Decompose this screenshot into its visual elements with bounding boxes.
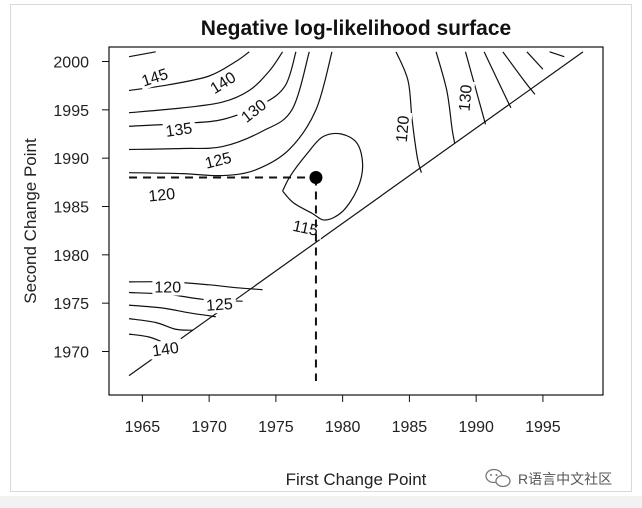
contour-label: 135 <box>165 120 194 141</box>
y-axis-label: Second Change Point <box>21 138 40 304</box>
contour-line-140 <box>502 51 536 95</box>
contour-line-115 <box>282 132 364 221</box>
y-tick-label: 1975 <box>53 296 89 313</box>
x-axis-label: First Change Point <box>286 470 427 489</box>
contour-line-135 <box>483 51 512 109</box>
plot-layer: 1965 1970 1975 1980 1985 1990 1995 1970 1975 1980… <box>53 51 584 436</box>
y-tick-label: 1995 <box>53 103 89 120</box>
wechat-bubble-icon <box>485 468 511 488</box>
contour-label-bg <box>152 278 185 296</box>
contour-label-group: 140 <box>149 338 184 361</box>
contour-label: 115 <box>291 218 320 240</box>
boundary-line <box>128 51 584 377</box>
contour-line-145 <box>128 51 156 58</box>
y-tick-label: 1970 <box>53 345 89 362</box>
optimum-point <box>309 171 323 184</box>
contour-line-130 <box>128 304 216 318</box>
contour-line-120 <box>129 51 333 177</box>
y-tick-label: 1980 <box>53 248 89 265</box>
contour-line-125 <box>435 51 456 144</box>
x-tick-label: 1965 <box>125 419 161 436</box>
contour-line-125 <box>129 51 310 151</box>
contour-label: 140 <box>151 340 180 361</box>
contour-label-bg <box>201 147 237 173</box>
contour-label: 120 <box>148 186 176 206</box>
contour-label-group: 120 <box>145 184 180 206</box>
contour-line-135 <box>128 51 284 114</box>
contour-label-bg <box>162 118 197 141</box>
contour-label-group: 125 <box>203 294 237 315</box>
contour-line-150 <box>549 51 565 58</box>
contour-label: 120 <box>394 115 413 143</box>
contour-label-bg <box>455 80 476 115</box>
y-tick-label: 1985 <box>53 200 89 217</box>
contour-line-120 <box>129 281 263 291</box>
contour-line-145 <box>526 51 544 70</box>
contour-label-group: 120 <box>392 111 413 145</box>
contour-label-group: 130 <box>236 93 273 127</box>
contour-label-bg <box>137 64 174 91</box>
chart-title: Negative log-likelihood surface <box>201 17 511 40</box>
watermark-text: R语言中文社区 <box>518 471 612 487</box>
y-tick-label: 2000 <box>53 55 89 72</box>
contour-label-bg <box>205 66 242 98</box>
x-tick-label: 1990 <box>458 419 494 436</box>
contour-label-group: 125 <box>201 147 237 173</box>
contour-label-group: 135 <box>162 118 197 141</box>
x-tick-label: 1970 <box>191 419 227 436</box>
contour-label-bg <box>149 338 184 360</box>
x-tick-label: 1975 <box>258 419 294 436</box>
contour-label: 145 <box>140 66 171 90</box>
contour-label-bg <box>392 111 413 145</box>
x-tick-label: 1995 <box>525 419 561 436</box>
contour-label-bg <box>203 294 237 315</box>
x-tick-label: 1980 <box>325 419 361 436</box>
contour-label-group: 115 <box>289 216 325 240</box>
contour-label: 120 <box>154 280 181 297</box>
contour-label-group: 145 <box>137 64 174 91</box>
plot-area-box <box>108 46 604 396</box>
contour-label-group: 140 <box>205 66 242 98</box>
contour-line-120 <box>395 51 423 173</box>
contour-line-135 <box>128 318 194 331</box>
contour-label-group: 120 <box>152 278 185 297</box>
contour-label: 130 <box>457 84 476 112</box>
watermark: R语言中文社区 <box>485 468 612 488</box>
contour-line-140 <box>128 51 250 92</box>
contour-label-bg <box>145 184 180 205</box>
y-tick-label: 1990 <box>53 151 89 168</box>
contour-label: 125 <box>206 296 234 315</box>
footer-band <box>0 496 642 508</box>
contour-label-bg <box>236 93 273 127</box>
contour-label: 125 <box>203 150 233 173</box>
contour-label-group: 130 <box>455 80 476 115</box>
x-tick-label: 1985 <box>392 419 428 436</box>
